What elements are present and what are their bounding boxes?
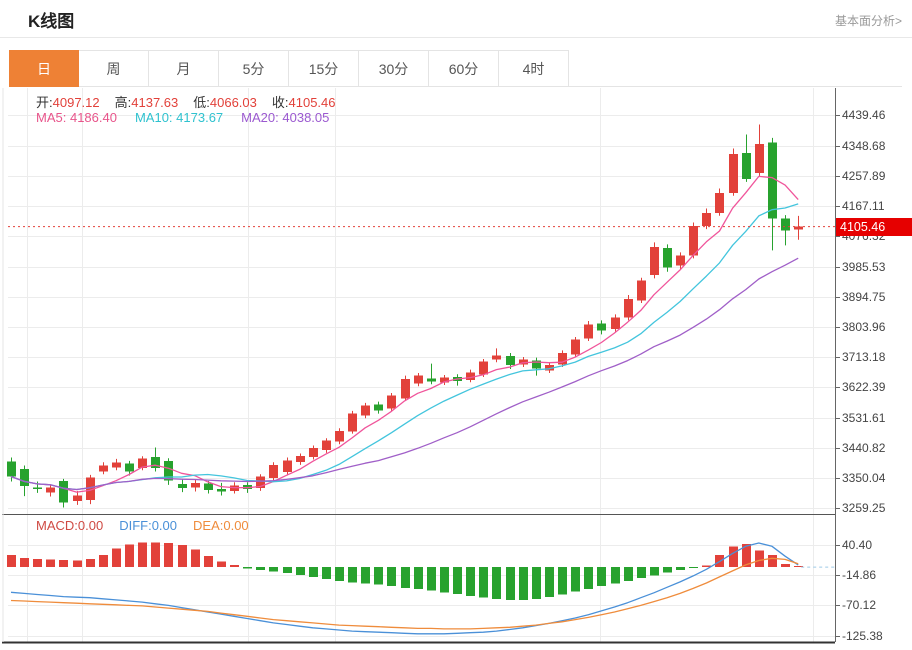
price-tick-label: 4348.68	[842, 139, 886, 153]
ohlc-close-value: 4105.46	[288, 95, 336, 110]
ohlc-readout: 开:4097.12 高:4137.63 低:4066.03 收:4105.46	[36, 92, 336, 111]
macd-tick-label: -70.12	[842, 598, 877, 612]
ohlc-low-label: 低:	[193, 95, 210, 110]
ma20-readout: MA20: 4038.05	[241, 110, 329, 125]
candles	[7, 124, 803, 508]
price-tick-label: 3985.53	[842, 260, 886, 274]
ma10-readout: MA10: 4173.67	[135, 110, 223, 125]
price-tick-label: 3259.25	[842, 501, 886, 515]
price-tick-label: 3440.82	[842, 441, 886, 455]
macd-lines	[10, 542, 799, 635]
ohlc-high-label: 高:	[114, 95, 132, 110]
price-tick-label: 4257.89	[842, 169, 886, 183]
ma5-value: 4186.40	[69, 110, 117, 125]
macd-readout: MACD:0.00 DIFF:0.00 DEA:0.00	[36, 518, 249, 533]
tab-month[interactable]: 月	[149, 50, 219, 87]
tab-5min[interactable]: 5分	[219, 50, 289, 87]
ma5-line	[10, 175, 799, 493]
ohlc-open: 开:4097.12	[36, 92, 100, 111]
page-title: K线图	[28, 12, 75, 31]
ohlc-close-label: 收:	[271, 95, 289, 110]
header: K线图 基本面分析>	[0, 0, 912, 38]
dea-line	[10, 557, 799, 630]
macd-histogram	[7, 542, 803, 600]
axis-frame	[2, 88, 840, 644]
gridlines	[8, 88, 835, 642]
macd-tick-label: 40.40	[842, 538, 873, 552]
current-price-badge: 4105.46	[836, 218, 912, 236]
ma-readout: MA5: 4186.40 MA10: 4173.67 MA20: 4038.05	[36, 110, 329, 125]
dea-value-readout: DEA:0.00	[193, 518, 249, 533]
ohlc-open-value: 4097.12	[52, 95, 100, 110]
ma20-line	[10, 257, 799, 491]
macd-label: MACD:	[36, 518, 78, 533]
tab-4hour[interactable]: 4时	[499, 50, 569, 87]
ohlc-low: 低:4066.03	[193, 92, 257, 111]
macd-tick-label: -14.86	[842, 568, 877, 582]
macd-value-readout: MACD:0.00	[36, 518, 103, 533]
ma10-label: MA10:	[134, 110, 173, 125]
tab-15min[interactable]: 15分	[289, 50, 359, 87]
price-tick-label: 3713.18	[842, 350, 886, 364]
timeframe-tabbar: 日 周 月 5分 15分 30分 60分 4时	[9, 50, 902, 87]
diff-value: 0.00	[151, 518, 178, 533]
macd-tick-label: -125.38	[842, 629, 883, 643]
fundamental-analysis-link[interactable]: 基本面分析>	[834, 14, 902, 28]
ohlc-high-value: 4137.63	[131, 95, 179, 110]
price-tick-label: 4439.46	[842, 108, 886, 122]
ohlc-close: 收:4105.46	[272, 92, 336, 111]
ma20-label: MA20:	[241, 110, 279, 125]
price-tick-label: 4167.11	[842, 199, 885, 213]
tab-30min[interactable]: 30分	[359, 50, 429, 87]
macd-value: 0.00	[77, 518, 104, 533]
tab-day[interactable]: 日	[9, 50, 79, 87]
diff-value-readout: DIFF:0.00	[119, 518, 177, 533]
ma10-value: 4173.67	[176, 110, 224, 125]
price-tick-label: 3350.04	[842, 471, 886, 485]
diff-line	[10, 542, 799, 635]
ohlc-high: 高:4137.63	[115, 92, 179, 111]
ma10-line	[10, 203, 799, 491]
ma5-label: MA5:	[36, 110, 67, 125]
tab-week[interactable]: 周	[79, 50, 149, 87]
dea-label: DEA:	[193, 518, 224, 533]
ma20-value: 4038.05	[282, 110, 330, 125]
diff-label: DIFF:	[119, 518, 152, 533]
price-tick-label: 3531.61	[842, 411, 886, 425]
ma5-readout: MA5: 4186.40	[36, 110, 117, 125]
price-tick-label: 3803.96	[842, 320, 886, 334]
ohlc-low-value: 4066.03	[209, 95, 257, 110]
ohlc-open-label: 开:	[36, 95, 53, 110]
ma-lines	[10, 175, 799, 493]
dea-value: 0.00	[223, 518, 249, 533]
price-tick-label: 3622.39	[842, 380, 886, 394]
tab-60min[interactable]: 60分	[429, 50, 499, 87]
price-tick-label: 3894.75	[842, 290, 886, 304]
